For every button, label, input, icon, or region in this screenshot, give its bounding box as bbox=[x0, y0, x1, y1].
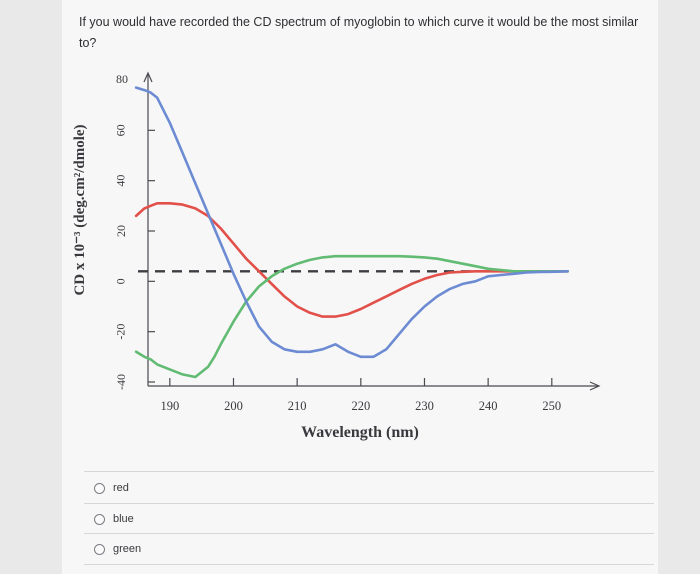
option-blue-label: blue bbox=[113, 513, 134, 525]
option-green[interactable]: green bbox=[94, 543, 141, 555]
x-tick-label: 190 bbox=[160, 399, 179, 413]
divider bbox=[84, 503, 654, 504]
x-tick-label: 240 bbox=[479, 399, 498, 413]
radio-blue[interactable] bbox=[94, 513, 105, 525]
green-series-line bbox=[134, 254, 570, 379]
question-card bbox=[62, 0, 658, 574]
divider bbox=[84, 564, 654, 565]
radio-red[interactable] bbox=[94, 482, 105, 494]
x-tick-label: 210 bbox=[288, 399, 307, 413]
y-tick-label: -40 bbox=[114, 374, 128, 390]
option-red-label: red bbox=[113, 482, 129, 494]
chart-series bbox=[134, 86, 570, 379]
x-tick-label: 200 bbox=[224, 399, 243, 413]
x-tick-label: 230 bbox=[415, 399, 434, 413]
y-tick-label: 20 bbox=[114, 225, 128, 237]
red-series-line bbox=[134, 202, 570, 318]
option-red[interactable]: red bbox=[94, 482, 129, 494]
y-tick-label: 40 bbox=[114, 175, 128, 187]
x-axis-arrow bbox=[589, 381, 601, 391]
y-tick-label: -20 bbox=[114, 324, 128, 340]
blue-series-line bbox=[134, 86, 570, 359]
y-tick-label: 60 bbox=[114, 124, 128, 136]
option-green-label: green bbox=[113, 543, 142, 555]
divider bbox=[84, 471, 654, 472]
question-text: If you would have recorded the CD spectr… bbox=[79, 15, 639, 50]
x-tick-label: 220 bbox=[351, 399, 370, 413]
y-tick-label: 80 bbox=[116, 72, 128, 86]
option-blue[interactable]: blue bbox=[94, 513, 134, 525]
x-tick-label: 250 bbox=[542, 399, 561, 413]
y-axis-label: CD x 10⁻³ (deg.cm²/dmole) bbox=[72, 124, 88, 296]
y-tick-label: 0 bbox=[114, 278, 128, 284]
divider bbox=[84, 533, 654, 534]
y-axis-arrow bbox=[143, 71, 153, 83]
radio-green[interactable] bbox=[94, 543, 105, 555]
x-axis-label: Wavelength (nm) bbox=[301, 424, 419, 441]
